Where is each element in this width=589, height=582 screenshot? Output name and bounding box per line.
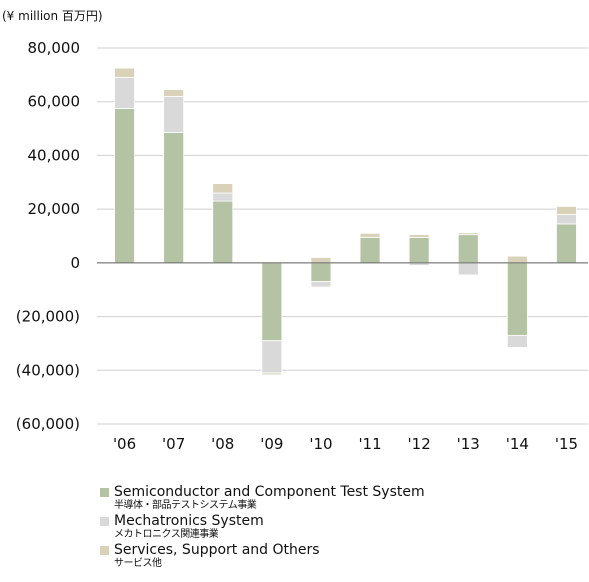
y-tick-label: (20,000)	[16, 308, 80, 326]
y-tick-label: 40,000	[28, 146, 81, 164]
bar-segment	[261, 262, 283, 342]
x-tick-label: '06	[113, 435, 136, 453]
bar-segment	[310, 281, 332, 288]
y-tick-label: 20,000	[28, 200, 81, 218]
bar-segment	[457, 262, 479, 276]
bar-segment	[359, 236, 381, 264]
bar-segment	[310, 257, 332, 264]
x-tick-label: '07	[162, 435, 185, 453]
legend-label-semiconductor: Semiconductor and Component Test System	[114, 484, 425, 500]
bar-segment	[556, 206, 577, 215]
bar-segment	[556, 223, 577, 264]
x-tick-label: '08	[211, 435, 234, 453]
x-tick-label: '10	[309, 435, 332, 453]
bar-segment	[506, 334, 528, 348]
chart: (¥ million 百万円) 80,000 60,000 40,000 20,000…	[2, 9, 588, 453]
y-tick-label: 0	[70, 254, 80, 272]
legend-sublabel-semiconductor: 半導体・部品テストシステム事業	[114, 500, 257, 511]
x-tick-label: '13	[457, 435, 480, 453]
bar-segment	[408, 234, 430, 238]
x-tick-label: '11	[358, 435, 381, 453]
y-axis-ticks: 80,000 60,000 40,000 20,000 0 (20,000) (40,000…	[16, 39, 80, 433]
x-tick-label: '09	[260, 435, 283, 453]
bar-segment	[114, 108, 135, 264]
legend-item-mechatronics: Mechatronics System メカトロニクス関連事業	[100, 513, 425, 540]
x-tick-label: '14	[506, 435, 529, 453]
bar-segment	[506, 255, 528, 264]
legend-swatch-semiconductor	[100, 488, 109, 497]
legend-swatch-mechatronics	[100, 517, 109, 526]
legend-sublabel-services: サービス他	[114, 558, 162, 569]
bar-segment	[506, 262, 528, 336]
legend-label-mechatronics: Mechatronics System	[114, 513, 264, 529]
y-tick-label: 80,000	[28, 39, 81, 57]
bar-segment	[114, 77, 135, 109]
bar-segment	[114, 67, 135, 78]
legend-swatch-services	[100, 546, 109, 555]
bar-segment	[359, 232, 381, 238]
unit-label: (¥ million 百万円)	[2, 9, 103, 23]
x-axis-ticks: '06 '07 '08 '09 '10 '11 '12 '13 '14 '15	[113, 435, 578, 453]
legend-label-services: Services, Support and Others	[114, 542, 320, 558]
bar-segment	[408, 236, 430, 264]
bar-segment	[163, 95, 185, 133]
bar-segment	[261, 372, 283, 376]
x-tick-label: '12	[408, 435, 431, 453]
bar-segment	[163, 89, 185, 97]
bar-segment	[457, 232, 479, 236]
bar-segment	[310, 262, 332, 283]
bar-segment	[212, 183, 234, 194]
y-tick-label: (60,000)	[16, 415, 80, 433]
legend: Semiconductor and Component Test System …	[100, 484, 425, 571]
legend-sublabel-mechatronics: メカトロニクス関連事業	[114, 529, 219, 540]
y-tick-label: 60,000	[28, 93, 81, 111]
bar-segment	[556, 214, 577, 225]
bar-segment	[212, 192, 234, 202]
bar-segment	[163, 132, 185, 264]
bar-segment	[212, 200, 234, 264]
bars	[114, 67, 577, 376]
legend-item-semiconductor: Semiconductor and Component Test System …	[100, 484, 425, 511]
bar-segment	[261, 340, 283, 374]
y-tick-label: (40,000)	[16, 361, 80, 379]
legend-item-services: Services, Support and Others サービス他	[100, 542, 425, 569]
x-tick-label: '15	[555, 435, 578, 453]
bar-segment	[457, 234, 479, 264]
